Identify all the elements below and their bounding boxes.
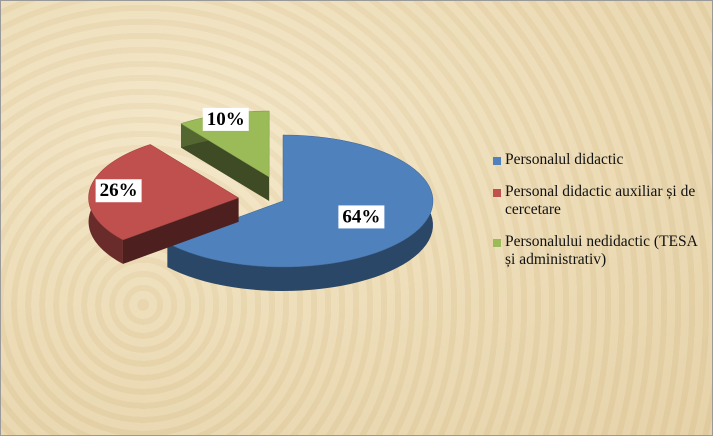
data-label: 10% [207,109,245,130]
data-label-box [338,205,385,229]
legend-swatch [493,189,501,197]
legend: Personalul didactic Personal didactic aux… [493,151,708,283]
legend-label: Personalul didactic [505,151,624,168]
legend-label: Personal didactic auxiliar și de cerceta… [505,183,696,218]
slice-wall [167,135,433,291]
legend-item: Personalului nedidactic (TESA și adminis… [493,233,708,269]
pie-slice [88,144,240,264]
legend-swatch [493,157,501,165]
legend-item: Personalul didactic [493,151,708,169]
legend-label: Personalului nedidactic (TESA și adminis… [505,233,697,268]
legend-swatch [493,239,501,247]
slice-top [88,144,240,241]
data-label: 26% [100,180,138,201]
data-label-box [202,107,249,131]
pie-slice [166,134,434,291]
data-label: 64% [342,206,380,227]
legend-item: Personal didactic auxiliar și de cerceta… [493,183,708,219]
slice-top [166,134,434,268]
slice-side [180,123,270,202]
data-label-box [95,179,142,203]
slice-side [122,197,239,264]
